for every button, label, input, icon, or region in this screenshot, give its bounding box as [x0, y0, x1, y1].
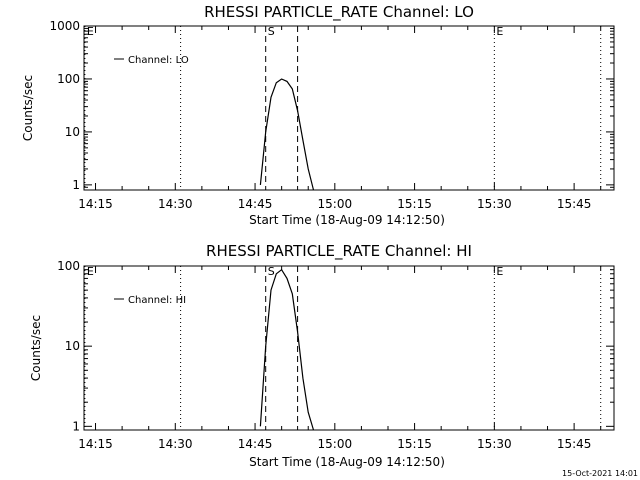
- x-tick-label: 14:30: [158, 197, 193, 211]
- x-tick-label: 15:00: [318, 437, 353, 451]
- interval-marker-label: E: [87, 25, 94, 38]
- y-tick-label: 10: [65, 339, 80, 353]
- x-tick-label: 15:15: [397, 197, 432, 211]
- x-tick-label: 15:15: [397, 437, 432, 451]
- y-tick-label: 100: [57, 72, 80, 86]
- y-axis-label: Counts/sec: [21, 75, 35, 141]
- lo-channel-panel: RHESSI PARTICLE_RATE Channel: LO 14:15 14:…: [21, 3, 615, 227]
- interval-marker-label: E: [496, 265, 503, 278]
- y-axis-label: Counts/sec: [29, 315, 43, 381]
- x-axis-label: Start Time (18-Aug-09 14:12:50): [249, 213, 445, 227]
- plot-frame: [83, 25, 615, 191]
- chart-title: RHESSI PARTICLE_RATE Channel: HI: [206, 242, 472, 261]
- hi-channel-panel: RHESSI PARTICLE_RATE Channel: HI 14:15 14:…: [29, 242, 615, 469]
- series-line: [259, 268, 315, 431]
- x-tick-label: 15:00: [318, 197, 353, 211]
- legend-label: Channel: LO: [128, 55, 189, 66]
- y-tick-label: 1000: [49, 19, 80, 33]
- x-tick-label: 14:15: [78, 197, 113, 211]
- series-line: [259, 78, 315, 191]
- interval-marker-label: E: [87, 265, 94, 278]
- legend-label: Channel: HI: [128, 295, 186, 306]
- x-tick-label: 15:45: [557, 197, 592, 211]
- plot-frame: [83, 265, 615, 431]
- chart-title: RHESSI PARTICLE_RATE Channel: LO: [204, 3, 474, 22]
- x-tick-label: 15:30: [477, 197, 512, 211]
- y-tick-label: 1: [72, 178, 80, 192]
- interval-marker-label: S: [268, 265, 275, 278]
- x-tick-label: 14:45: [238, 197, 273, 211]
- x-tick-label: 14:15: [78, 437, 113, 451]
- y-tick-label: 10: [65, 125, 80, 139]
- y-tick-label: 100: [57, 259, 80, 273]
- x-tick-label: 14:30: [158, 437, 193, 451]
- x-tick-label: 15:45: [557, 437, 592, 451]
- y-tick-label: 1: [72, 419, 80, 433]
- x-tick-label: 15:30: [477, 437, 512, 451]
- interval-marker-label: E: [496, 25, 503, 38]
- x-axis-label: Start Time (18-Aug-09 14:12:50): [249, 455, 445, 469]
- interval-marker-label: S: [268, 25, 275, 38]
- plot-timestamp: 15-Oct-2021 14:01: [562, 469, 638, 478]
- x-tick-label: 14:45: [238, 437, 273, 451]
